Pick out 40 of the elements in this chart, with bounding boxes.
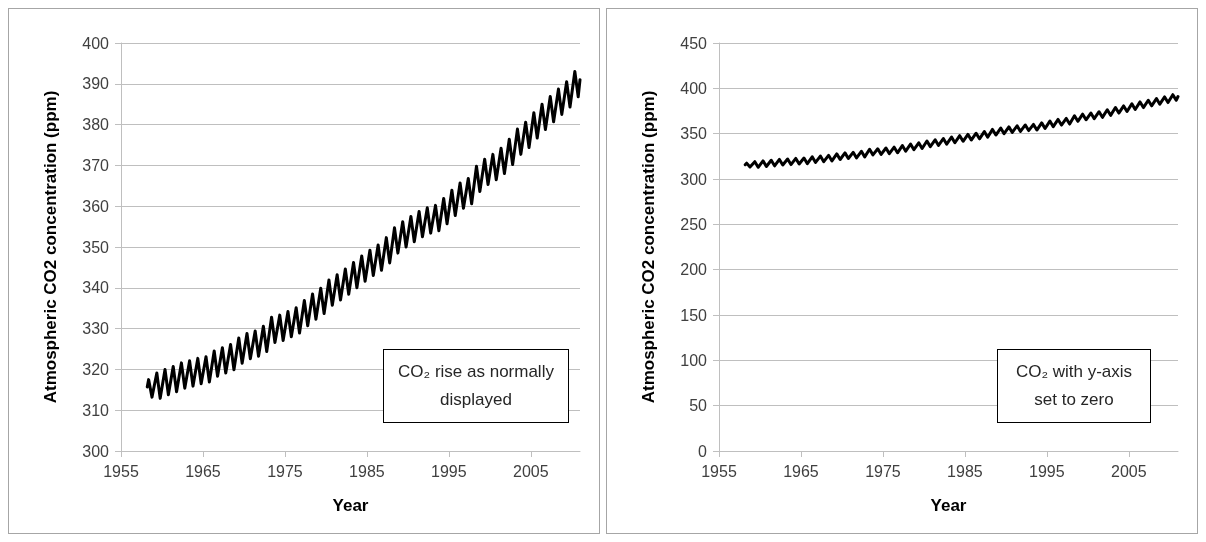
y-tick-label: 100 (680, 351, 708, 369)
y-tick-label: 400 (680, 79, 708, 97)
line-series (743, 93, 1180, 169)
y-tick-label: 390 (82, 75, 110, 93)
x-tick-label: 1985 (349, 462, 385, 480)
y-tick-label: 250 (680, 215, 708, 233)
x-tick-label: 1975 (865, 462, 901, 480)
y-tick-label: 300 (82, 442, 110, 460)
y-tick-label: 320 (82, 360, 110, 378)
y-tick-label: 200 (680, 261, 708, 279)
x-tick-label: 1975 (267, 462, 303, 480)
x-tick-label: 1985 (947, 462, 983, 480)
x-axis-title: Year (930, 496, 967, 515)
y-tick-label: 400 (82, 34, 110, 52)
x-tick-label: 1995 (431, 462, 467, 480)
y-tick-label: 380 (82, 116, 110, 134)
x-tick-label: 1955 (103, 462, 139, 480)
y-tick-label: 0 (698, 442, 708, 460)
note-box: CO₂ with y-axis set to zero (997, 349, 1151, 423)
y-tick-label: 310 (82, 401, 110, 419)
y-tick-label: 300 (680, 170, 708, 188)
x-tick-label: 1955 (701, 462, 737, 480)
x-tick-label: 2005 (513, 462, 549, 480)
y-axis-title: Atmospheric CO2 concentration (ppm) (41, 90, 60, 404)
x-tick-label: 1965 (783, 462, 819, 480)
y-tick-label: 340 (82, 279, 110, 297)
x-tick-label: 1995 (1029, 462, 1065, 480)
x-tick-label: 1965 (185, 462, 221, 480)
y-tick-label: 350 (680, 125, 708, 143)
y-tick-label: 50 (689, 397, 708, 415)
note-box: CO₂ rise as normally displayed (383, 349, 569, 423)
y-tick-label: 150 (680, 306, 708, 324)
y-tick-label: 350 (82, 238, 110, 256)
x-tick-label: 2005 (1111, 462, 1147, 480)
y-axis-title: Atmospheric CO2 concentration (ppm) (639, 90, 658, 404)
y-tick-label: 330 (82, 320, 110, 338)
x-axis-title: Year (332, 496, 369, 515)
y-tick-label: 370 (82, 156, 110, 174)
y-tick-label: 360 (82, 197, 110, 215)
y-tick-label: 450 (680, 34, 708, 52)
